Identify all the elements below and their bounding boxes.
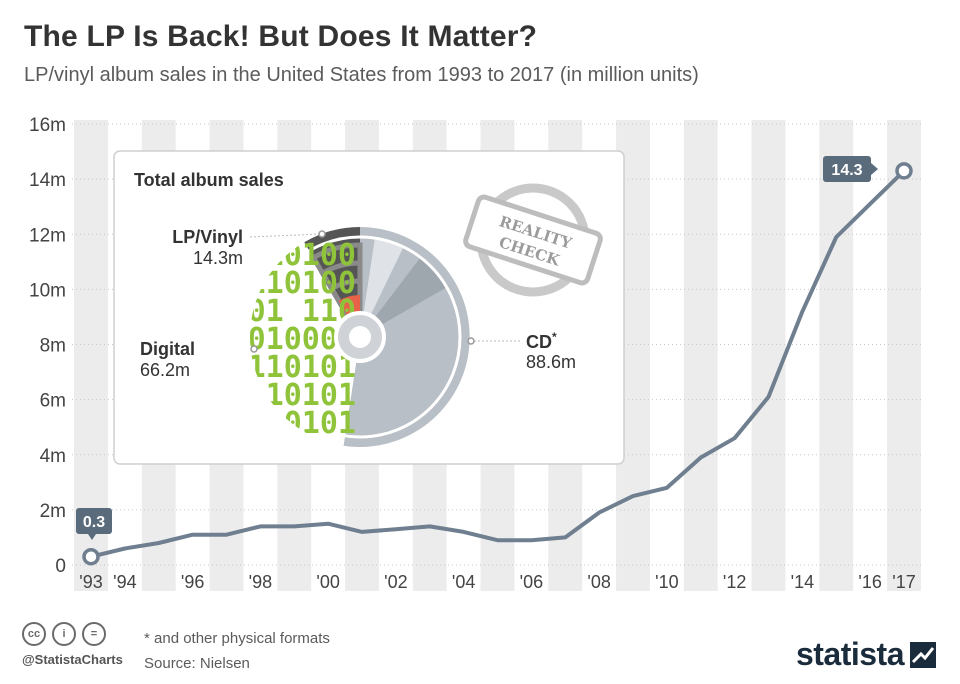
footnote: * and other physical formats — [144, 630, 330, 647]
endpoint-marker — [895, 162, 913, 180]
statista-wordmark: statista — [795, 636, 905, 672]
x-tick-label: '00 — [316, 572, 339, 592]
x-tick-label: '16 — [858, 572, 881, 592]
disc-center-hole — [349, 326, 371, 348]
x-tick-label: '93 — [79, 572, 102, 592]
vinyl-groove — [309, 242, 363, 347]
x-tick-label: '12 — [723, 572, 746, 592]
y-tick-label: 8m — [40, 336, 66, 357]
source-note: Source: Nielsen — [144, 655, 250, 672]
pie-leader-digital-dot — [250, 345, 258, 353]
y-tick-label: 6m — [40, 391, 66, 412]
pie-label-digital-name: Digital — [140, 339, 195, 359]
year-band — [683, 120, 718, 591]
attribution-icon: i — [52, 622, 76, 646]
x-tick-label: '14 — [791, 572, 814, 592]
end-value-text: 14.3 — [831, 162, 862, 179]
vinyl-groove — [319, 260, 363, 347]
pie-label-vinyl-value: 14.3m — [193, 248, 243, 268]
inset-title: Total album sales — [134, 170, 284, 190]
pie-label-cd-note: * — [552, 330, 557, 344]
y-tick-label: 10m — [29, 280, 66, 301]
y-tick-label: 2m — [40, 501, 66, 522]
x-tick-label: '17 — [892, 572, 915, 592]
pie-leader-cd-dot — [467, 337, 475, 345]
vinyl-groove — [328, 278, 363, 347]
statista-logo[interactable]: statista — [796, 636, 936, 673]
pie-leader-vinyl-dot — [318, 230, 326, 238]
twitter-handle[interactable]: @StatistaCharts — [22, 652, 123, 667]
y-gridlines — [72, 123, 922, 566]
cc-icon: cc — [22, 622, 46, 646]
vinyl-sales-line — [89, 168, 906, 559]
start-value-text: 0.3 — [83, 514, 105, 531]
pie-label-cd-name: CD* — [526, 330, 557, 352]
y-tick-label: 4m — [40, 446, 66, 467]
footer-notes: * and other physical formats Source: Nie… — [144, 626, 330, 676]
reality-check-stamp: REALITY CHECK — [463, 183, 603, 297]
x-tick-label: '94 — [113, 572, 136, 592]
endpoint-markers — [82, 162, 913, 566]
cd-ring — [258, 235, 462, 439]
endpoint-marker — [82, 547, 100, 566]
y-axis-ticks: 0 2m 4m 6m 8m 10m 12m 14m 16m — [29, 115, 66, 577]
x-tick-label: '06 — [520, 572, 543, 592]
x-tick-label: '96 — [181, 572, 204, 592]
y-tick-label: 14m — [29, 170, 66, 191]
pie-label-vinyl-name: LP/Vinyl — [172, 227, 243, 247]
x-tick-label: '10 — [655, 572, 678, 592]
pie-label-cd-value: 88.6m — [526, 352, 576, 372]
year-band — [819, 120, 854, 591]
y-tick-label: 0 — [55, 556, 66, 577]
cd-shade — [360, 257, 447, 337]
x-tick-label: '08 — [587, 572, 610, 592]
page-title: The LP Is Back! But Does It Matter? — [24, 20, 538, 53]
pie-label-cd-name-text: CD — [526, 332, 552, 352]
statista-mark-icon — [910, 641, 936, 668]
y-tick-label: 16m — [29, 115, 66, 136]
x-tick-label: '04 — [452, 572, 475, 592]
no-derivatives-icon: = — [82, 622, 106, 646]
x-tick-label: '02 — [384, 572, 407, 592]
page-subtitle: LP/vinyl album sales in the United State… — [24, 64, 699, 86]
binary-row: 110101 — [248, 350, 356, 385]
start-value-label: 0.3 — [76, 508, 112, 540]
x-tick-label: '98 — [249, 572, 272, 592]
end-value-label: 14.3 — [823, 156, 878, 182]
year-band — [751, 120, 786, 591]
cd-highlight — [360, 238, 404, 337]
pie-label-digital-value: 66.2m — [140, 360, 190, 380]
x-axis-ticks: '93 '94 '96 '98 '00 '02 '04 '06 '08 '10 '12 '14 '16 '… — [79, 572, 915, 592]
footer-license: cc i = @StatistaCharts — [22, 622, 123, 667]
year-band — [887, 120, 921, 591]
y-tick-label: 12m — [29, 225, 66, 246]
